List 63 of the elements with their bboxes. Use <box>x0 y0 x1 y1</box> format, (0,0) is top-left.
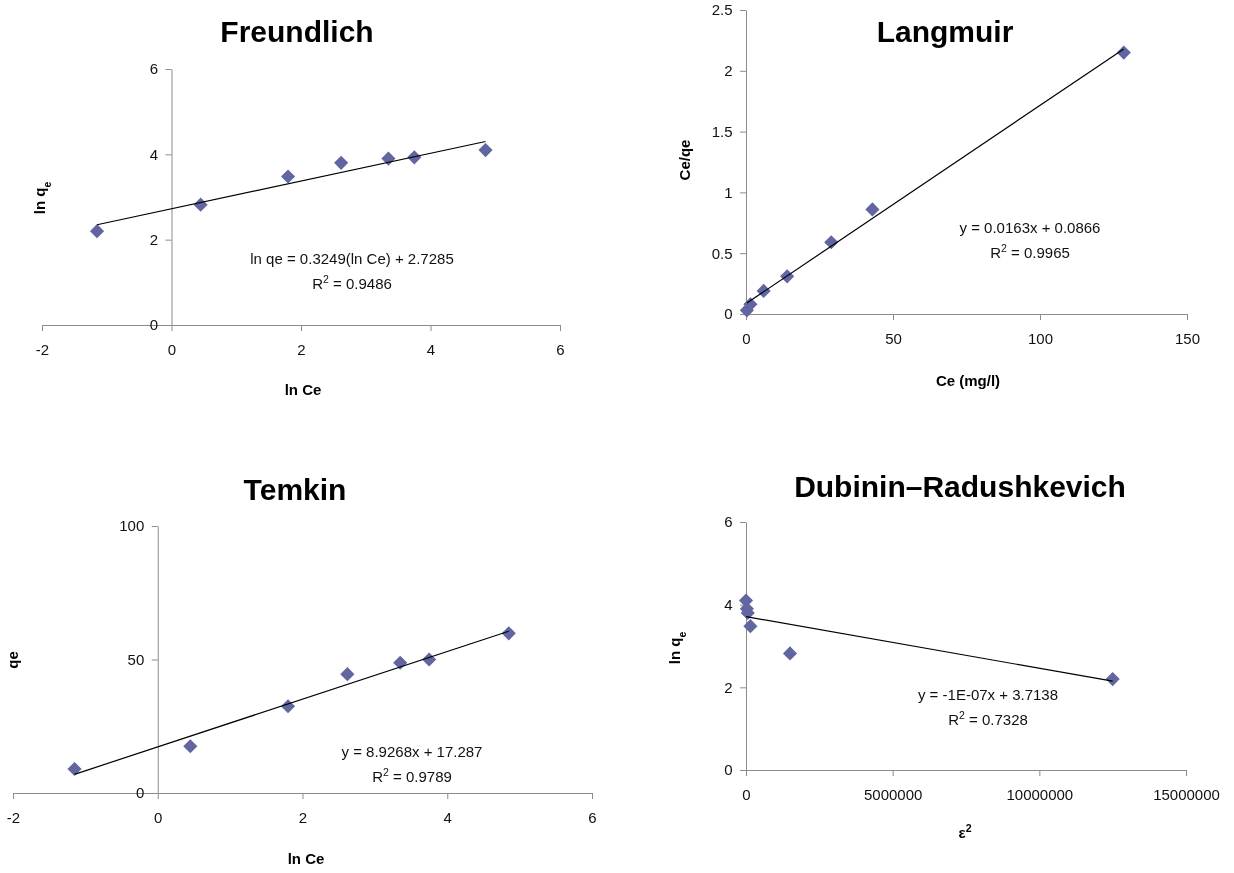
chart-title: Temkin <box>243 473 347 506</box>
chart-title: Langmuir <box>876 15 1014 48</box>
x-tick-label: -2 <box>6 809 21 826</box>
point <box>478 143 493 158</box>
point <box>89 224 105 239</box>
x-tick-label: 0 <box>742 330 751 347</box>
y-tick-label: 2 <box>724 678 733 696</box>
x-tick-label: 10000000 <box>1006 786 1074 803</box>
y-axis-title: Ce/qe <box>676 139 693 181</box>
x-tick-label: 2 <box>298 809 308 826</box>
annotation: y = 0.0163x + 0.0866 <box>959 219 1101 236</box>
point <box>865 202 880 217</box>
point <box>183 739 198 754</box>
y-tick-label: 2 <box>724 62 733 80</box>
point <box>743 619 758 634</box>
y-tick-label: 2 <box>149 230 158 248</box>
x-tick-label: 0 <box>167 341 177 358</box>
y-tick-label: 100 <box>119 517 145 535</box>
chart-title: Dubinin–Radushkevich <box>794 470 1126 503</box>
x-tick-label: 6 <box>556 341 565 358</box>
chart-title: Freundlich <box>220 15 374 48</box>
y-tick-label: 0 <box>724 305 733 323</box>
x-tick-label: 4 <box>426 341 436 358</box>
y-tick-label: 4 <box>724 595 733 613</box>
y-tick-label: 50 <box>127 650 145 668</box>
x-axis-title: Ce (mg/l) <box>935 372 1001 389</box>
x-tick-label: -2 <box>35 341 50 358</box>
y-tick-label: 4 <box>149 145 158 163</box>
x-tick-label: 4 <box>443 809 452 826</box>
x-tick-label: 150 <box>1174 330 1201 347</box>
point <box>334 155 349 170</box>
annotation: y = 8.9268x + 17.287 <box>341 743 483 760</box>
x-tick-label: 0 <box>742 786 751 803</box>
x-tick-label: 2 <box>297 341 306 358</box>
x-axis-title: ln Ce <box>284 381 322 398</box>
annotation: R$^{2}$ = 0.7328 <box>948 709 1028 728</box>
x-tick-label: 6 <box>588 809 597 826</box>
point <box>381 151 396 166</box>
annotation: R$^{2}$ = 0.9486 <box>312 273 392 292</box>
point <box>67 761 82 777</box>
y-tick-label: 2.5 <box>711 1 733 19</box>
point <box>393 655 408 670</box>
annotation: y = -1E-07x + 3.7138 <box>917 686 1059 703</box>
x-tick-label: 15000000 <box>1153 786 1220 803</box>
y-tick-label: 6 <box>149 60 158 78</box>
x-tick-label: 50 <box>885 330 902 347</box>
annotation: R$^{2}$ = 0.9789 <box>372 766 452 785</box>
x-axis-title: ε$^{2}$ <box>958 822 972 841</box>
point <box>340 667 355 682</box>
y-axis-title: qe <box>4 651 21 669</box>
y-tick-label: 0 <box>149 316 158 334</box>
x-tick-label: 100 <box>1027 330 1054 347</box>
x-axis-title: ln Ce <box>287 850 325 867</box>
y-tick-label: 1.5 <box>711 122 733 140</box>
y-tick-label: 6 <box>724 513 733 531</box>
annotation: R$^{2}$ = 0.9965 <box>990 242 1070 261</box>
y-tick-label: 0 <box>724 761 733 779</box>
point <box>782 646 798 661</box>
y-tick-label: 0.5 <box>711 244 733 262</box>
y-tick-label: 1 <box>724 183 733 201</box>
point <box>280 169 296 184</box>
x-tick-label: 5000000 <box>863 786 923 803</box>
annotation: ln qe = 0.3249(ln Ce) + 2.7285 <box>250 250 454 267</box>
